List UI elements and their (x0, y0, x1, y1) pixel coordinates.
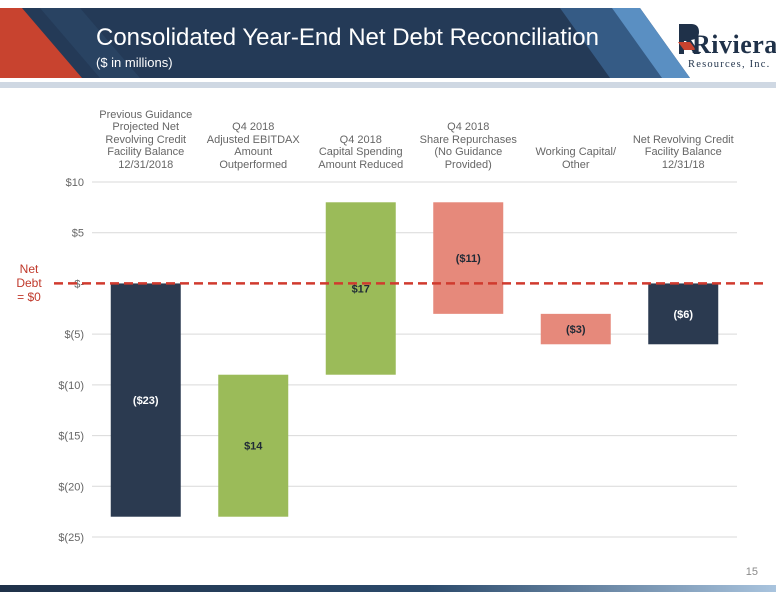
category-label: Working Capital/ Other (535, 146, 617, 171)
y-tick-label: $5 (72, 228, 84, 240)
bar-value-label: ($11) (456, 253, 481, 265)
page-title: Consolidated Year-End Net Debt Reconcili… (96, 24, 599, 51)
y-tick-label: $- (74, 278, 84, 290)
category-label: Q4 2018 Adjusted EBITDAX Amount Outperfo… (206, 121, 300, 171)
waterfall-chart: $10 $5 $- $(5) $(10) $(15) $(20) $(25) ($23) $14 $… (54, 177, 766, 544)
y-tick-label: $(25) (58, 532, 84, 544)
category-label: Q4 2018 Capital Spending Amount Reduced (318, 133, 404, 171)
category-label: Net Revolving Credit Facility Balance 12… (632, 133, 734, 171)
logo-tagline: Resources, Inc. (688, 59, 771, 70)
footer-bar (0, 585, 776, 592)
y-tick-label: $10 (66, 177, 84, 189)
bar-value-label: ($23) (133, 395, 159, 407)
waterfall-bar (325, 202, 396, 375)
bar-value-label: $17 (352, 284, 370, 296)
bar-value-label: ($6) (673, 309, 693, 321)
company-logo: Riviera Resources, Inc. (672, 20, 776, 76)
logo-wordmark: Riviera (692, 30, 776, 59)
waterfall-bar (540, 313, 611, 345)
header-banner (0, 0, 776, 92)
bar-value-label: $14 (244, 441, 263, 453)
waterfall-bar (218, 374, 289, 517)
page-subtitle: ($ in millions) (96, 55, 173, 70)
y-tick-label: $(15) (58, 431, 84, 443)
net-debt-label: Net Debt = $0 (16, 262, 42, 304)
waterfall-bar (110, 283, 181, 517)
y-tick-label: $(5) (64, 329, 84, 341)
bar-value-label: ($3) (566, 324, 586, 336)
riviera-r-icon (678, 24, 700, 54)
y-tick-label: $(20) (58, 481, 84, 493)
category-label: Previous Guidance Projected Net Revolvin… (99, 108, 193, 171)
waterfall-bar (648, 283, 719, 345)
y-tick-label: $(10) (58, 380, 84, 392)
page-number: 15 (745, 566, 758, 578)
waterfall-bar (433, 202, 504, 314)
category-label: Q4 2018 Share Repurchases (No Guidance P… (419, 121, 517, 171)
